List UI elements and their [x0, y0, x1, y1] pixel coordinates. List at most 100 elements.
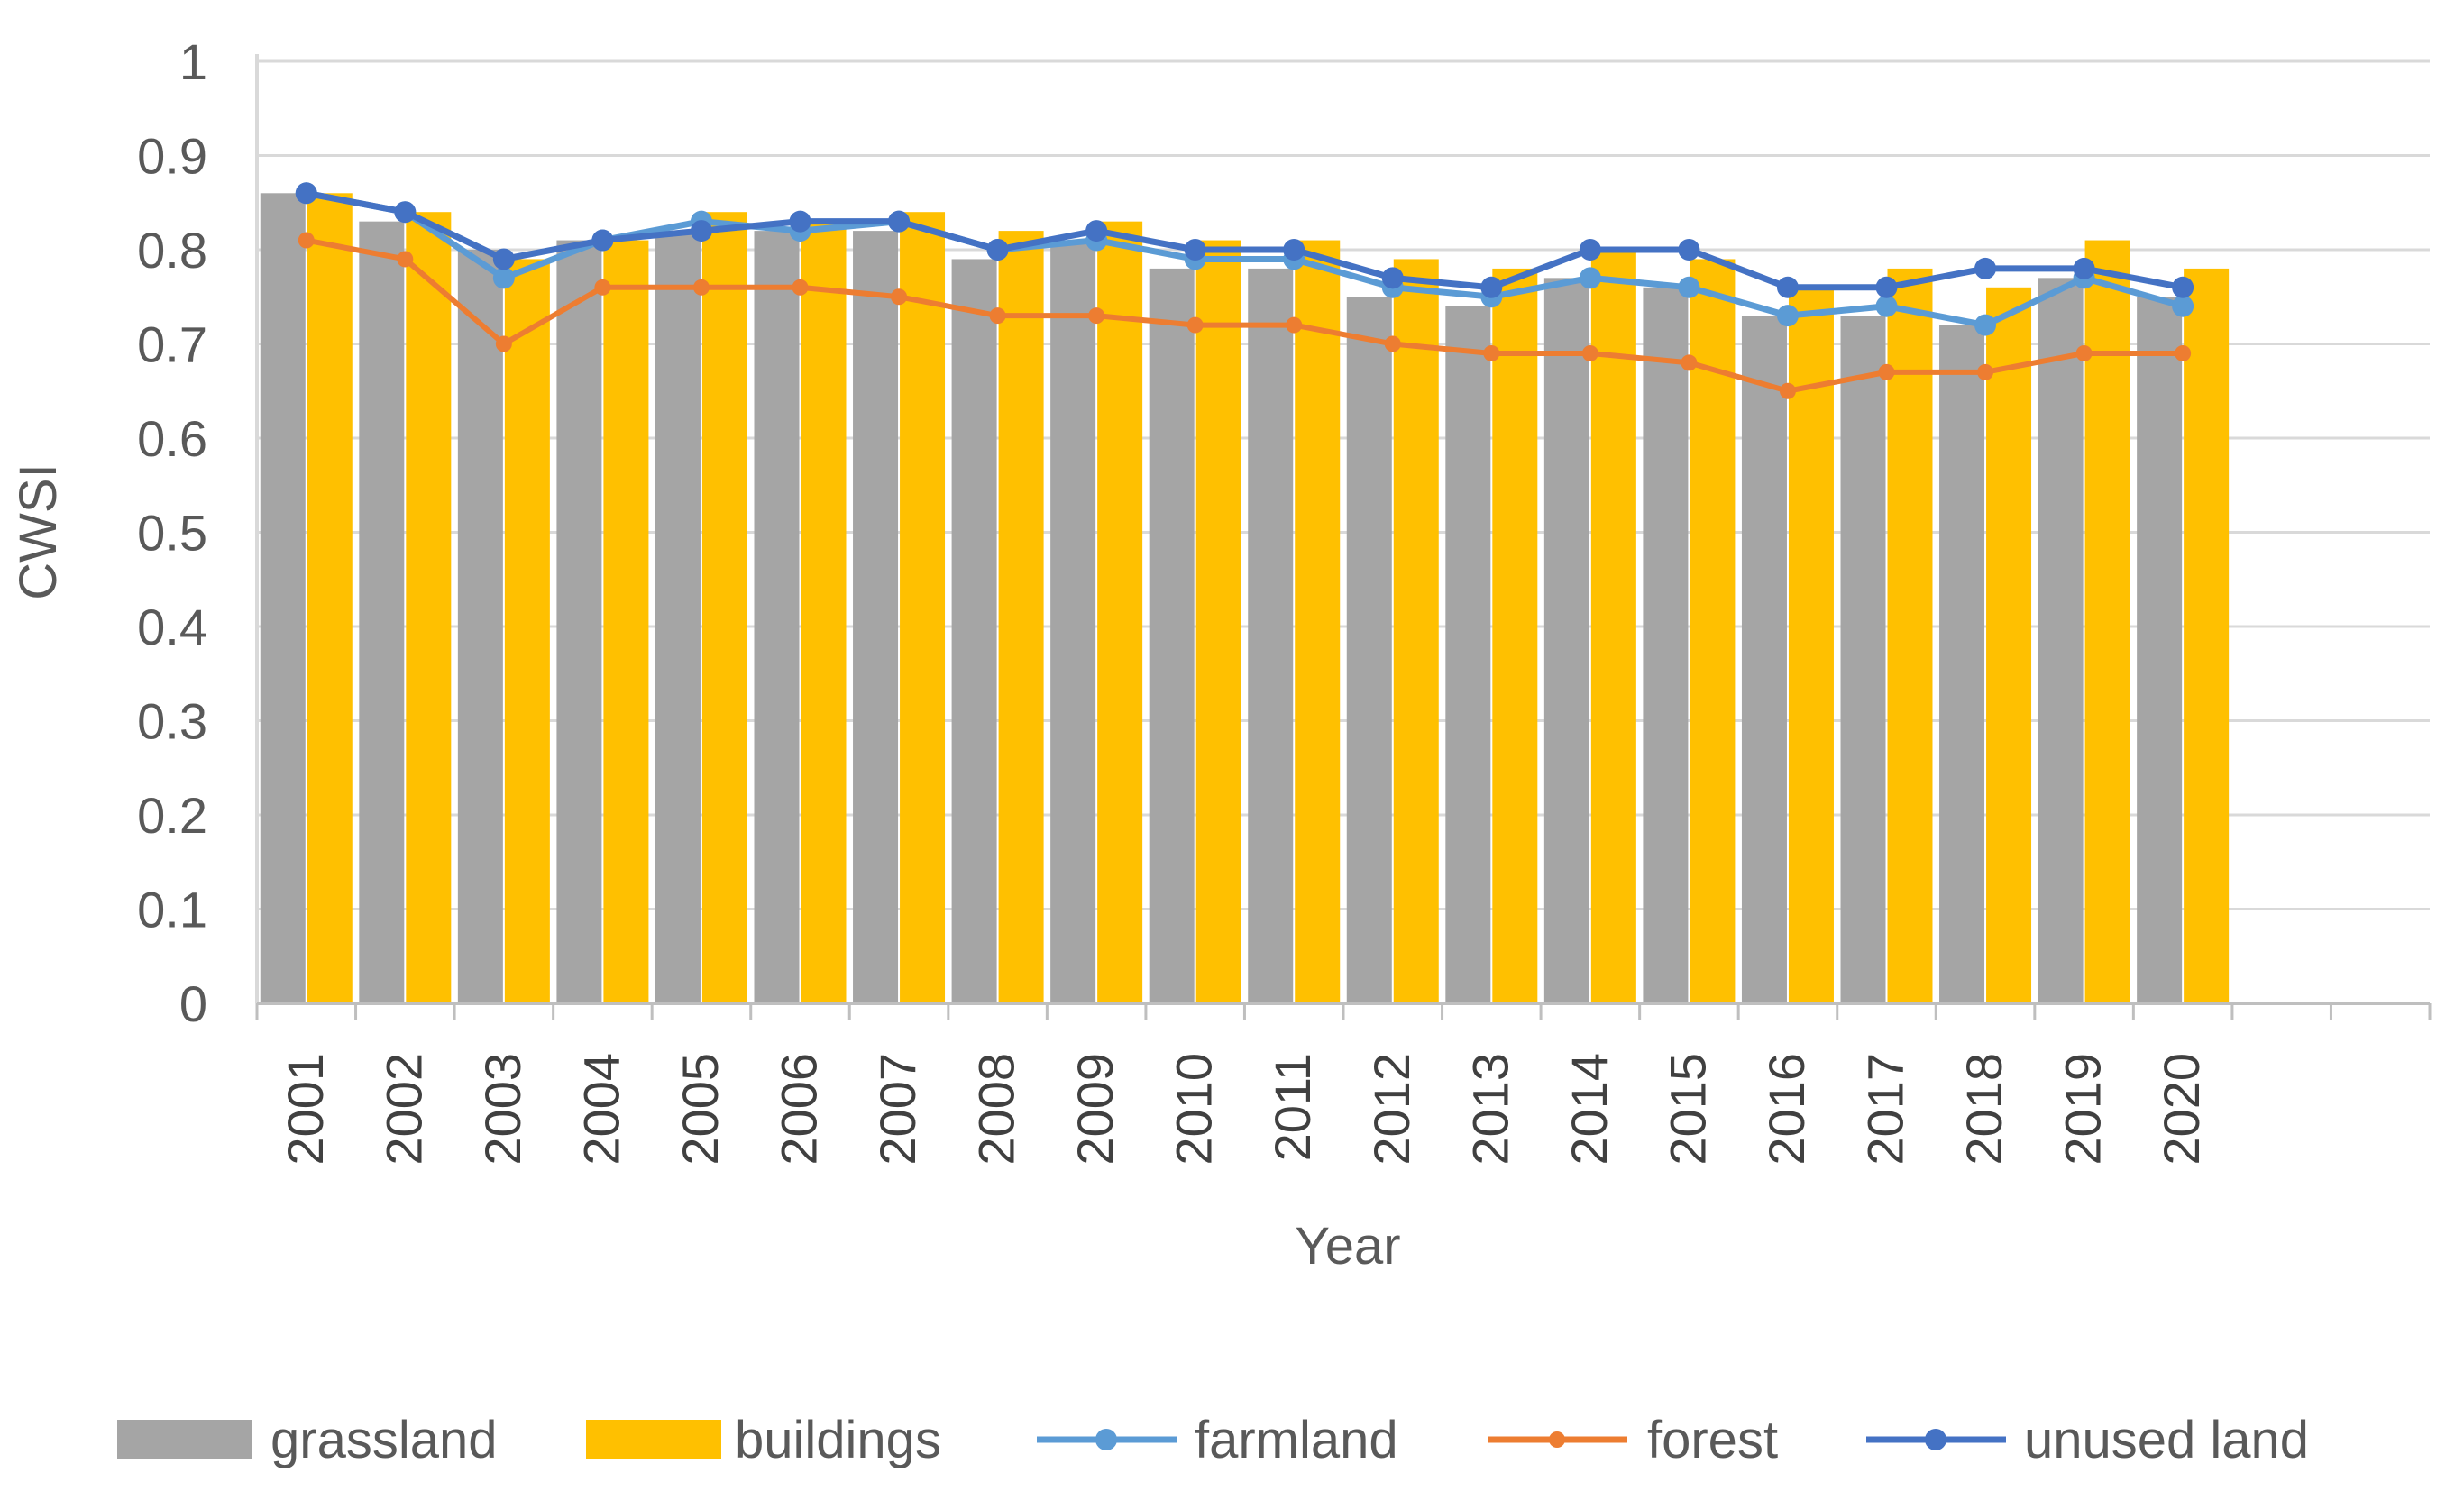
point-forest-2018 [1977, 363, 1994, 380]
y-tick-label: 0.8 [137, 222, 207, 279]
bar-grassland-2018 [1939, 325, 1985, 1004]
bar-grassland-2010 [1149, 268, 1195, 1003]
legend-label-grassland: grassland [270, 1411, 497, 1469]
point-forest-2010 [1186, 316, 1204, 334]
bar-buildings-2017 [1887, 268, 1933, 1003]
point-forest-2002 [397, 251, 414, 268]
point-forest-2003 [495, 335, 512, 352]
line-forest [306, 237, 2184, 394]
point-forest-2013 [1483, 344, 1500, 361]
point-farmland-2018 [1974, 314, 1997, 336]
x-tick-label: 2015 [1659, 1053, 1716, 1166]
bar-buildings-2019 [2084, 240, 2130, 1003]
y-tick-label: 0.5 [137, 505, 207, 562]
point-forest-2001 [298, 232, 315, 249]
x-tick-label: 2016 [1758, 1053, 1815, 1166]
x-tick-label: 2002 [375, 1053, 432, 1166]
y-tick-label: 0 [179, 975, 207, 1032]
point-unused-land-2020 [2172, 276, 2194, 298]
y-tick-label: 0.1 [137, 882, 207, 938]
bar-grassland-2007 [853, 231, 899, 1004]
bar-buildings-2011 [1295, 240, 1341, 1003]
legend-marker-unused-land [1925, 1429, 1946, 1450]
bar-buildings-2012 [1393, 259, 1439, 1003]
x-tick-label: 2019 [2055, 1053, 2111, 1166]
series-lines [295, 182, 2194, 399]
point-unused-land-2004 [591, 229, 614, 252]
bar-buildings-2013 [1492, 268, 1538, 1003]
point-forest-2005 [692, 279, 710, 296]
x-tick-label: 2010 [1166, 1053, 1223, 1166]
y-tick-label: 0.2 [137, 787, 207, 844]
y-tick-label: 0.7 [137, 316, 207, 373]
x-tick-label: 2008 [968, 1053, 1025, 1166]
y-tick-label: 0.4 [137, 599, 207, 655]
legend-label-farmland: farmland [1195, 1411, 1398, 1469]
bar-buildings-2016 [1788, 287, 1834, 1003]
point-farmland-2014 [1579, 267, 1601, 289]
point-unused-land-2001 [295, 182, 317, 205]
bar-grassland-2015 [1643, 287, 1689, 1003]
point-forest-2014 [1581, 344, 1598, 361]
point-unused-land-2006 [789, 210, 811, 233]
point-farmland-2003 [492, 267, 515, 289]
bar-grassland-2002 [359, 221, 405, 1003]
point-farmland-2016 [1776, 305, 1799, 327]
point-farmland-2020 [2172, 295, 2194, 317]
point-forest-2019 [2075, 344, 2093, 361]
y-axis-label: CWSI [9, 463, 68, 599]
bar-grassland-2003 [457, 250, 503, 1003]
bar-buildings-2020 [2184, 268, 2230, 1003]
bar-buildings-2003 [504, 259, 550, 1003]
point-forest-2016 [1779, 382, 1796, 399]
bar-grassland-2006 [754, 231, 800, 1004]
point-forest-2006 [792, 279, 809, 296]
bar-grassland-2019 [2038, 278, 2084, 1004]
point-forest-2004 [594, 279, 611, 296]
legend-swatch-buildings [586, 1420, 721, 1459]
axes [255, 54, 2432, 1020]
y-tick-label: 0.6 [137, 410, 207, 467]
bar-grassland-2016 [1741, 316, 1787, 1003]
point-unused-land-2017 [1875, 276, 1898, 298]
x-tick-label: 2011 [1264, 1053, 1321, 1161]
bar-buildings-2007 [900, 212, 946, 1003]
point-unused-land-2008 [986, 239, 1009, 261]
bar-buildings-2005 [701, 212, 747, 1003]
y-tick-label: 0.3 [137, 693, 207, 750]
point-forest-2017 [1878, 363, 1895, 380]
bar-buildings-2002 [406, 212, 452, 1003]
line-unused-land [306, 189, 2184, 291]
bar-grassland-2009 [1050, 240, 1096, 1003]
point-forest-2008 [989, 307, 1006, 325]
bars [260, 193, 2230, 1004]
legend-swatch-grassland [117, 1420, 252, 1459]
x-tick-label: 2003 [474, 1053, 531, 1166]
point-unused-land-2003 [492, 248, 515, 270]
point-unused-land-2013 [1480, 276, 1503, 298]
bar-buildings-2014 [1590, 250, 1636, 1003]
x-tick-label: 2009 [1067, 1053, 1123, 1166]
x-tick-label: 2005 [672, 1053, 728, 1166]
point-unused-land-2002 [394, 201, 417, 224]
x-tick-label: 2013 [1461, 1053, 1518, 1166]
bar-grassland-2004 [556, 240, 602, 1003]
x-tick-label: 2020 [2153, 1053, 2210, 1166]
bar-buildings-2009 [1097, 221, 1143, 1003]
bar-grassland-2014 [1543, 278, 1589, 1004]
x-axis-label: Year [1295, 1217, 1400, 1276]
x-tick-label: 2007 [869, 1053, 926, 1166]
point-forest-2020 [2175, 344, 2192, 361]
bar-grassland-2020 [2137, 297, 2183, 1003]
bar-grassland-2001 [260, 193, 306, 1004]
y-tick-label: 1 [179, 33, 207, 90]
legend-label-unused-land: unused land [2024, 1411, 2309, 1469]
point-unused-land-2007 [888, 210, 911, 233]
bar-grassland-2005 [655, 231, 701, 1004]
x-tick-label: 2004 [572, 1053, 629, 1166]
point-unused-land-2019 [2073, 257, 2095, 279]
x-tick-label: 2001 [277, 1053, 334, 1166]
x-tick-label: 2018 [1956, 1053, 2012, 1166]
point-unused-land-2016 [1776, 276, 1799, 298]
